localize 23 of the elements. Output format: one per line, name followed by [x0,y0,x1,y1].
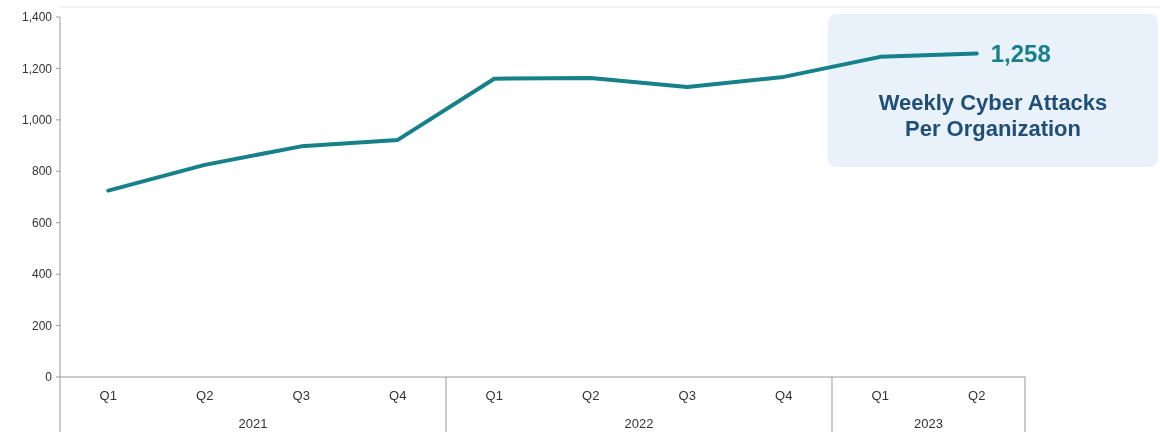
x-tick-label: Q2 [968,388,986,403]
text: 2023 [914,416,943,431]
text: 2022 [624,416,654,431]
x-tick-label: Q3 [678,388,696,403]
x-tick-label: Q1 [99,388,117,403]
x-tick-label: Q2 [582,388,600,403]
y-tick-label: 800 [31,164,53,179]
y-tick-label: 1,400 [21,10,53,25]
x-tick-label: Q2 [196,388,214,403]
annotation: 1,258 [990,39,1051,67]
y-tick-label: 600 [31,215,53,230]
text: 2021 [238,416,268,431]
y-tick-label: 1,000 [21,113,53,128]
x-tick-label: Q1 [871,388,889,403]
x-tick-label: Q4 [775,388,793,403]
y-tick-label: 0 [45,370,53,385]
x-tick-label: Q4 [389,388,407,403]
y-tick-label: 400 [31,267,53,282]
x-tick-label: Q1 [485,388,503,403]
y-tick-label: 200 [31,318,53,333]
text: Weekly Cyber Attacks Per Organization [878,90,1108,141]
y-tick-label: 1,200 [21,61,53,76]
x-tick-label: Q3 [292,388,310,403]
